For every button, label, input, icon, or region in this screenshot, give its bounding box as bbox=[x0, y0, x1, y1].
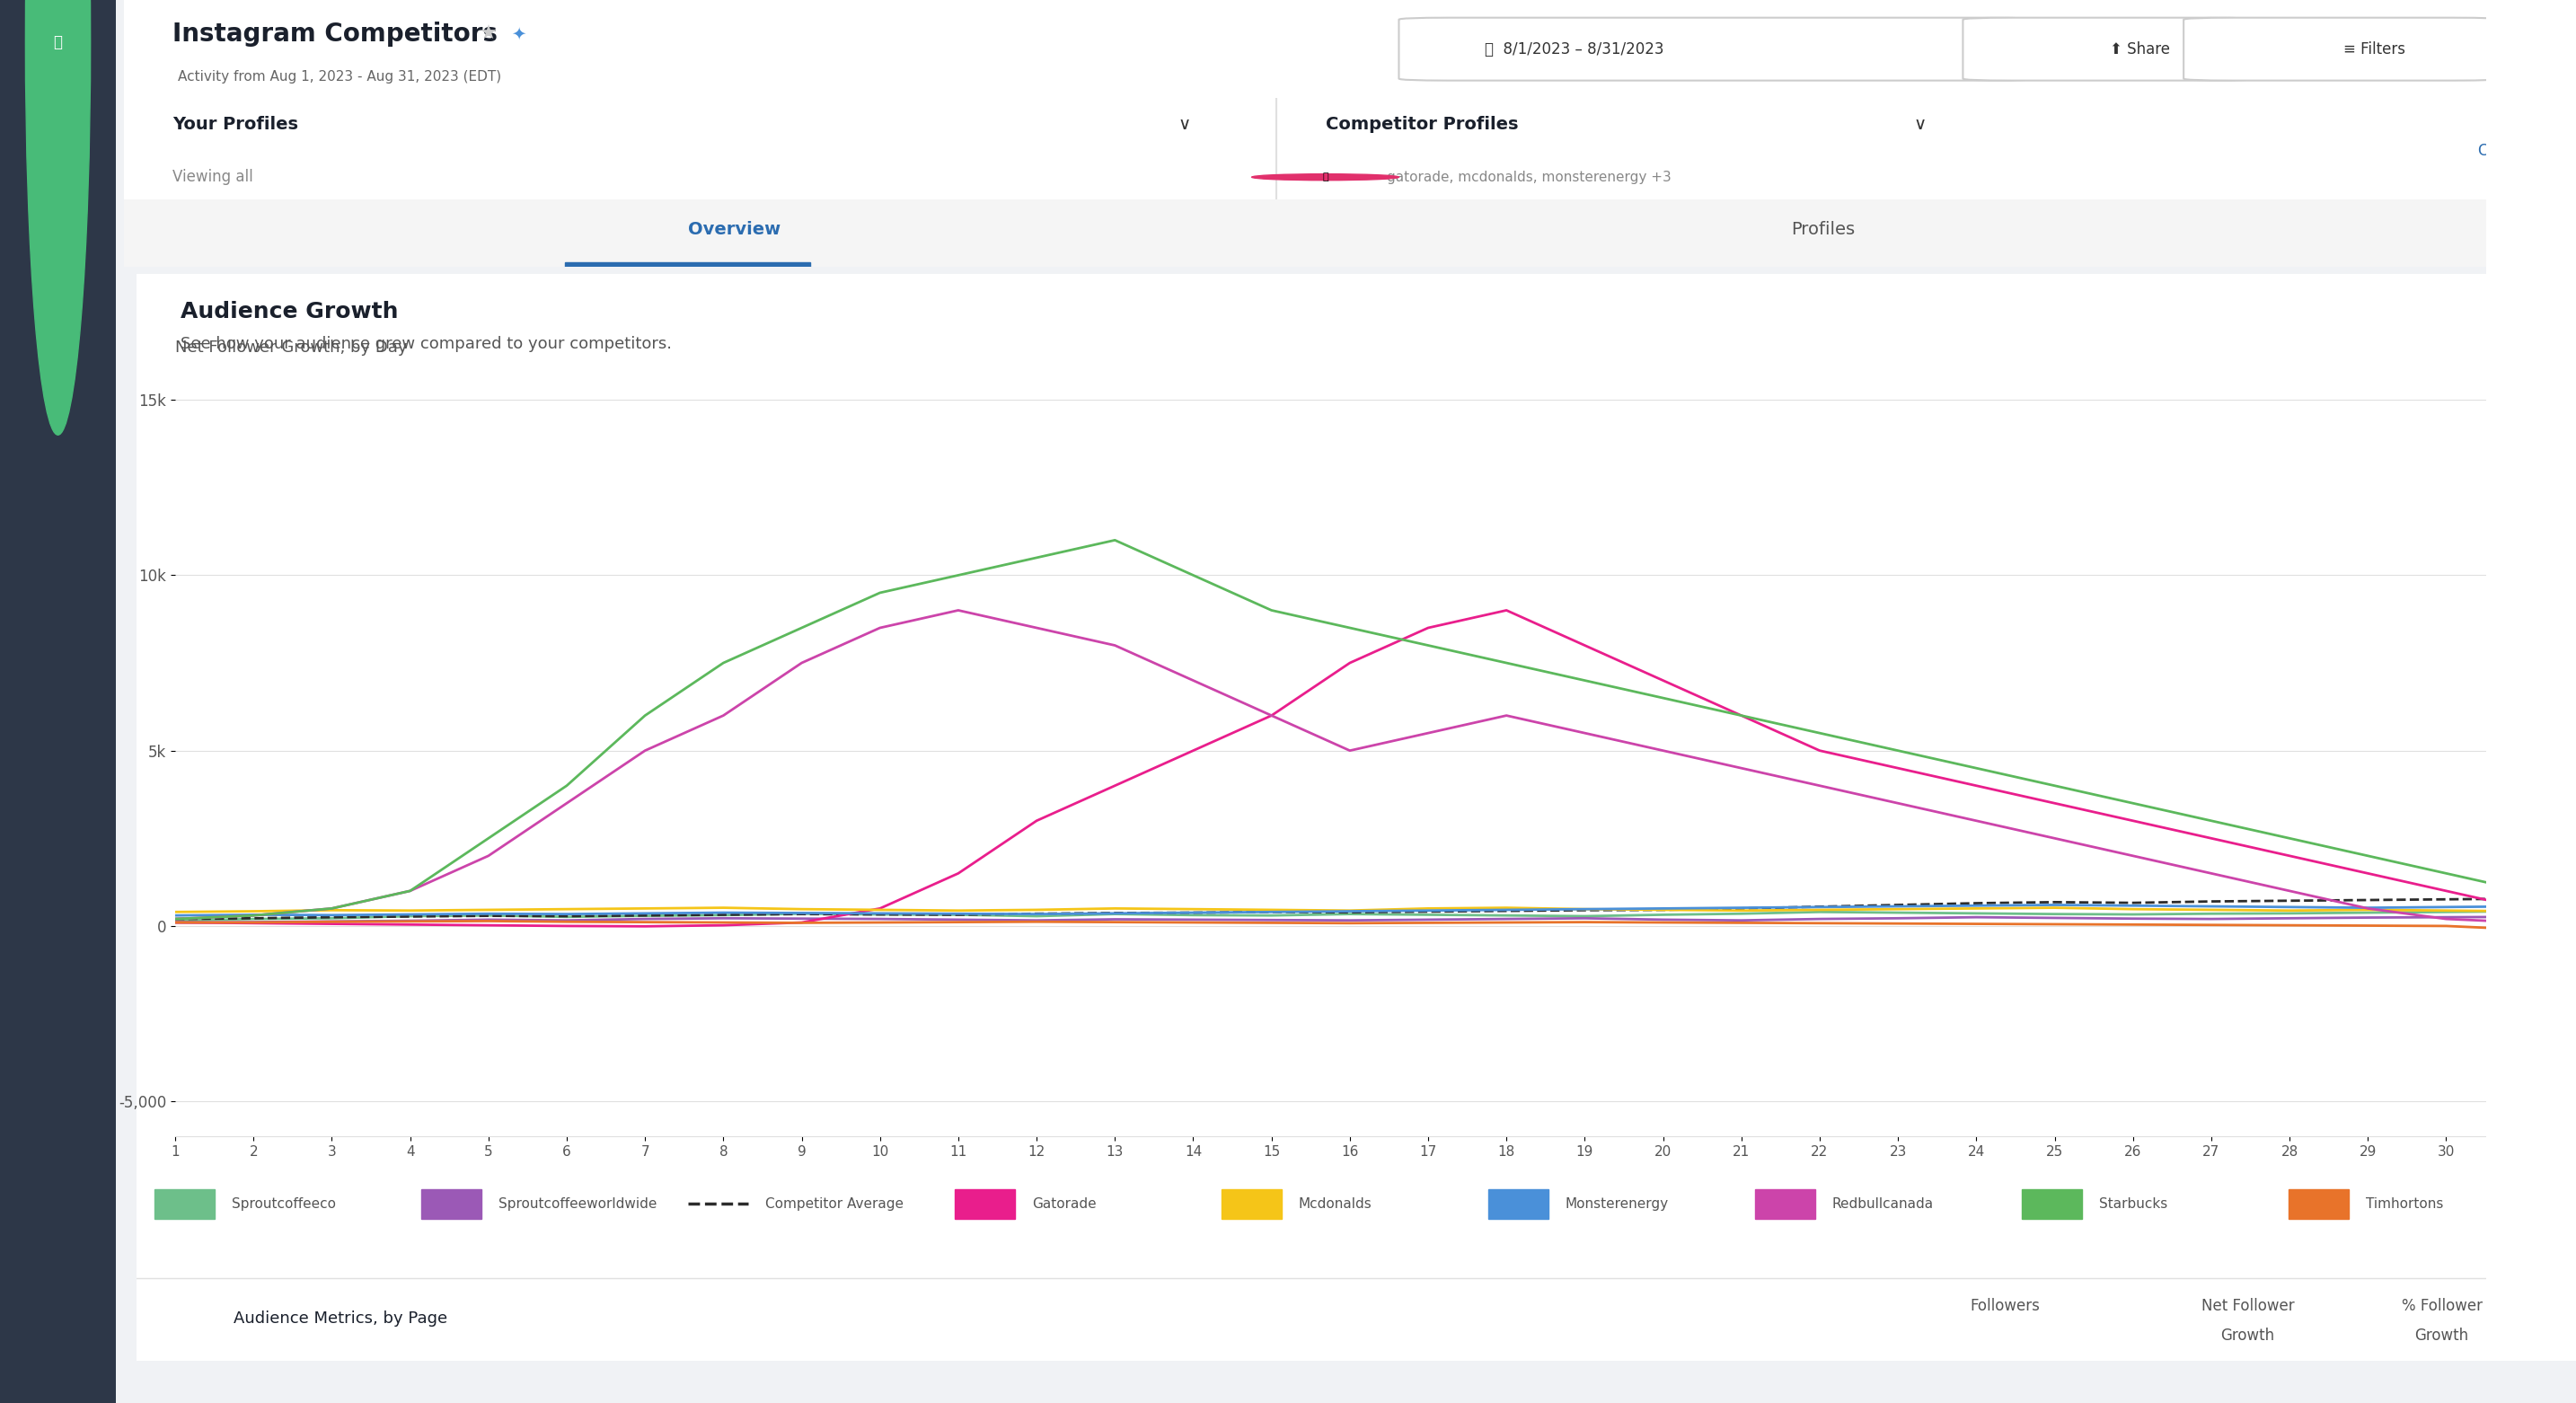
Text: Timhortons: Timhortons bbox=[2365, 1197, 2442, 1211]
Text: ⬆ Share: ⬆ Share bbox=[2110, 41, 2169, 58]
Bar bbox=[2022, 1190, 2081, 1218]
Text: See how your audience grew compared to your competitors.: See how your audience grew compared to y… bbox=[180, 337, 672, 352]
Text: Overview: Overview bbox=[688, 222, 781, 239]
Text: ✦: ✦ bbox=[510, 25, 526, 43]
Text: AUG: AUG bbox=[160, 1190, 191, 1202]
Text: Growth: Growth bbox=[2414, 1327, 2468, 1344]
Text: 🔔: 🔔 bbox=[2501, 31, 2514, 48]
Text: Competitor Average: Competitor Average bbox=[765, 1197, 904, 1211]
Text: Followers: Followers bbox=[1971, 1298, 2040, 1315]
Text: Activity from Aug 1, 2023 - Aug 31, 2023 (EDT): Activity from Aug 1, 2023 - Aug 31, 2023… bbox=[178, 70, 502, 83]
Text: 📷: 📷 bbox=[1321, 173, 1329, 181]
Text: Monsterenergy: Monsterenergy bbox=[1566, 1197, 1669, 1211]
Bar bbox=[956, 1190, 1015, 1218]
Text: Sproutcoffeeco: Sproutcoffeeco bbox=[232, 1197, 335, 1211]
Bar bbox=[422, 1190, 482, 1218]
Text: ∨: ∨ bbox=[1914, 116, 1927, 133]
Text: Viewing all: Viewing all bbox=[173, 168, 252, 185]
Text: Sproutcoffeeworldwide: Sproutcoffeeworldwide bbox=[497, 1197, 657, 1211]
Text: Gatorade: Gatorade bbox=[1033, 1197, 1097, 1211]
Text: Profiles: Profiles bbox=[1790, 222, 1855, 239]
Text: Audience Metrics, by Page: Audience Metrics, by Page bbox=[234, 1310, 448, 1327]
Text: gatorade, mcdonalds, monsterenergy +3: gatorade, mcdonalds, monsterenergy +3 bbox=[1386, 170, 1672, 184]
Circle shape bbox=[26, 0, 90, 435]
Bar bbox=[564, 262, 811, 267]
Text: Mcdonalds: Mcdonalds bbox=[1298, 1197, 1373, 1211]
FancyBboxPatch shape bbox=[1963, 18, 2257, 80]
Bar bbox=[1489, 1190, 1548, 1218]
Bar bbox=[155, 1190, 214, 1218]
Text: Audience Growth: Audience Growth bbox=[180, 300, 399, 323]
Text: Your Profiles: Your Profiles bbox=[173, 116, 299, 133]
Text: Clear All: Clear All bbox=[2478, 143, 2540, 159]
Bar bbox=[1754, 1190, 1816, 1218]
Text: Instagram Competitors: Instagram Competitors bbox=[173, 22, 497, 46]
Bar bbox=[1221, 1190, 1283, 1218]
Text: Competitor Profiles: Competitor Profiles bbox=[1324, 116, 1517, 133]
FancyBboxPatch shape bbox=[2184, 18, 2501, 80]
FancyBboxPatch shape bbox=[1399, 18, 2038, 80]
Text: Net Follower: Net Follower bbox=[2200, 1298, 2295, 1315]
Text: 📅  8/1/2023 – 8/31/2023: 📅 8/1/2023 – 8/31/2023 bbox=[1484, 41, 1664, 58]
Text: 🌱: 🌱 bbox=[54, 34, 62, 51]
Text: Starbucks: Starbucks bbox=[2099, 1197, 2166, 1211]
Circle shape bbox=[1252, 174, 1399, 181]
Text: Net Follower Growth, by Day: Net Follower Growth, by Day bbox=[175, 340, 407, 356]
Bar bbox=[2290, 1190, 2349, 1218]
Text: Growth: Growth bbox=[2221, 1327, 2275, 1344]
Text: ∨: ∨ bbox=[1177, 116, 1190, 133]
Text: ≡ Filters: ≡ Filters bbox=[2344, 41, 2406, 58]
Text: Redbullcanada: Redbullcanada bbox=[1832, 1197, 1935, 1211]
Text: % Follower: % Follower bbox=[2401, 1298, 2483, 1315]
Text: ★: ★ bbox=[479, 25, 497, 43]
